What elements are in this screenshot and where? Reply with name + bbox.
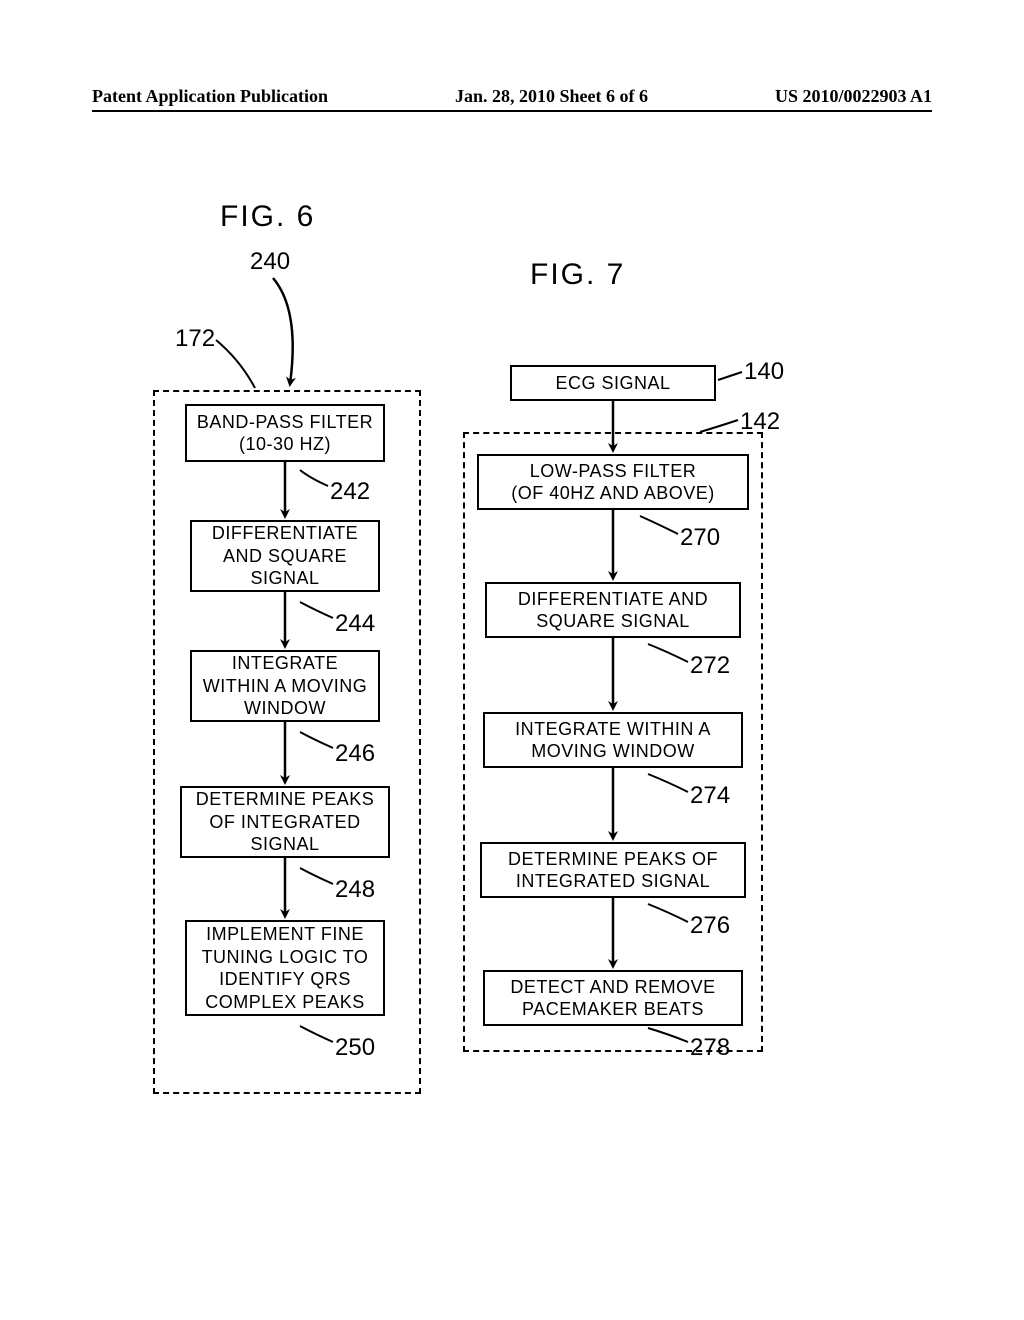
step-label: DETERMINE PEAKS OFINTEGRATED SIGNAL [508,848,718,893]
fig6-ref-250: 250 [335,1034,375,1062]
fig6-ref-246: 246 [335,740,375,768]
step-label: DETERMINE PEAKSOF INTEGRATEDSIGNAL [196,788,375,856]
header-left: Patent Application Publication [92,86,328,107]
fig6-ref-244: 244 [335,610,375,638]
fig6-band-pass-filter: BAND-PASS FILTER(10-30 HZ) [185,404,385,462]
header-center: Jan. 28, 2010 Sheet 6 of 6 [455,86,648,107]
fig7-ecg-signal: ECG SIGNAL [510,365,716,401]
step-label: INTEGRATE WITHIN AMOVING WINDOW [515,718,711,763]
step-label: DETECT AND REMOVEPACEMAKER BEATS [510,976,715,1021]
header-rule [92,110,932,112]
step-label: LOW-PASS FILTER(OF 40HZ AND ABOVE) [511,460,715,505]
step-label: ECG SIGNAL [555,372,670,395]
fig7-differentiate-square: DIFFERENTIATE ANDSQUARE SIGNAL [485,582,741,638]
fig7-ref-276: 276 [690,912,730,940]
fig6-title: FIG. 6 [220,200,315,234]
fig7-ref-278: 278 [690,1034,730,1062]
step-label: BAND-PASS FILTER(10-30 HZ) [197,411,373,456]
fig7-detect-remove-pacemaker: DETECT AND REMOVEPACEMAKER BEATS [483,970,743,1026]
fig7-determine-peaks: DETERMINE PEAKS OFINTEGRATED SIGNAL [480,842,746,898]
fig6-differentiate-square: DIFFERENTIATEAND SQUARESIGNAL [190,520,380,592]
fig7-ref-272: 272 [690,652,730,680]
fig6-ref-248: 248 [335,876,375,904]
fig6-fine-tuning: IMPLEMENT FINETUNING LOGIC TOIDENTIFY QR… [185,920,385,1016]
fig6-ref-240: 240 [250,248,290,276]
step-label: IMPLEMENT FINETUNING LOGIC TOIDENTIFY QR… [202,923,369,1013]
fig7-title: FIG. 7 [530,258,625,292]
fig6-ref-172: 172 [175,325,215,353]
fig6-integrate-window: INTEGRATEWITHIN A MOVINGWINDOW [190,650,380,722]
step-label: DIFFERENTIATEAND SQUARESIGNAL [212,522,358,590]
fig6-ref-242: 242 [330,478,370,506]
fig7-integrate-window: INTEGRATE WITHIN AMOVING WINDOW [483,712,743,768]
step-label: INTEGRATEWITHIN A MOVINGWINDOW [203,652,368,720]
fig7-ref-140: 140 [744,358,784,386]
patent-header: Patent Application Publication Jan. 28, … [0,86,1024,107]
fig7-low-pass-filter: LOW-PASS FILTER(OF 40HZ AND ABOVE) [477,454,749,510]
fig6-determine-peaks: DETERMINE PEAKSOF INTEGRATEDSIGNAL [180,786,390,858]
step-label: DIFFERENTIATE ANDSQUARE SIGNAL [518,588,708,633]
fig7-ref-274: 274 [690,782,730,810]
header-right: US 2010/0022903 A1 [775,86,932,107]
fig7-ref-270: 270 [680,524,720,552]
